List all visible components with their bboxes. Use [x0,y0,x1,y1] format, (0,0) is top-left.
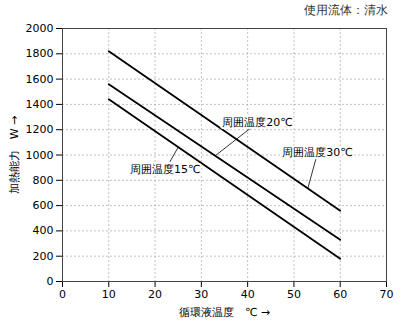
svg-text:1600: 1600 [26,73,54,86]
svg-text:50: 50 [287,288,301,301]
svg-text:1400: 1400 [26,98,54,111]
svg-text:400: 400 [33,224,54,237]
svg-text:周囲温度20℃: 周囲温度20℃ [222,116,292,129]
svg-text:加熱能力 W →: 加熱能力 W → [8,116,21,195]
svg-text:60: 60 [333,288,347,301]
svg-text:30: 30 [194,288,208,301]
svg-text:20: 20 [148,288,162,301]
svg-text:0: 0 [47,275,54,288]
svg-text:40: 40 [241,288,255,301]
svg-text:1000: 1000 [26,149,54,162]
html-text:使用流体：清水: 使用流体：清水 [304,3,388,17]
svg-text:2000: 2000 [26,22,54,35]
svg-text:70: 70 [380,288,394,301]
svg-text:0: 0 [59,288,66,301]
svg-text:10: 10 [102,288,116,301]
svg-text:周囲温度30℃: 周囲温度30℃ [282,146,352,159]
svg-text:周囲温度15℃: 周囲温度15℃ [130,163,200,176]
svg-text:800: 800 [33,174,54,187]
svg-text:1800: 1800 [26,47,54,60]
svg-text:200: 200 [33,250,54,263]
svg-text:1200: 1200 [26,123,54,136]
svg-text:600: 600 [33,199,54,212]
svg-text:循環液温度 ℃ →: 循環液温度 ℃ → [179,306,270,319]
